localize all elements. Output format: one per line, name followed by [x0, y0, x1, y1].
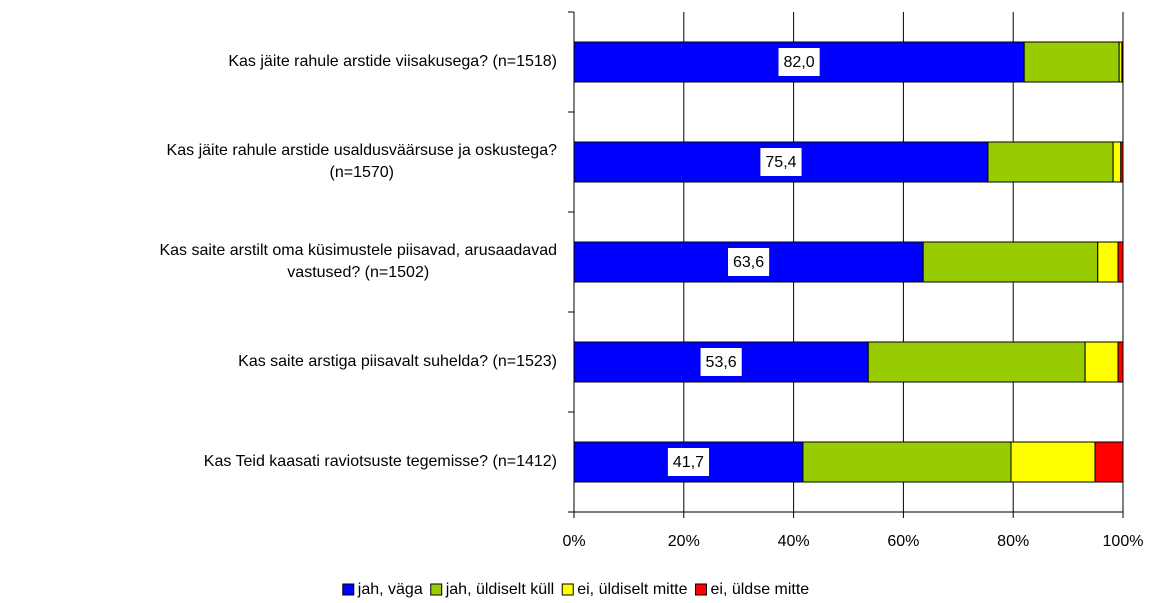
bar-segment: [1120, 141, 1124, 183]
data-label: 63,6: [733, 254, 764, 271]
x-tick-label: 80%: [997, 533, 1029, 550]
bar-segment: [1117, 341, 1124, 383]
legend-swatch: [561, 583, 574, 596]
category-label: Kas saite arstilt oma küsimustele piisav…: [159, 242, 557, 281]
bar-segment: [867, 341, 1086, 383]
category-label: Kas Teid kaasati raviotsuste tegemisse? …: [204, 453, 557, 470]
legend-swatch: [694, 583, 707, 596]
legend-label: jah, väga: [357, 581, 423, 598]
category-label-line: Kas saite arstilt oma küsimustele piisav…: [159, 242, 557, 259]
category-label-line: (n=1570): [330, 164, 395, 181]
category-label: Kas jäite rahule arstide viisakusega? (n…: [228, 53, 557, 70]
category-label: Kas saite arstiga piisavalt suhelda? (n=…: [238, 353, 557, 370]
bar-segment: [987, 141, 1114, 183]
x-tick-label: 60%: [887, 533, 919, 550]
bar-segment: [1010, 441, 1096, 483]
x-tick-label: 20%: [668, 533, 700, 550]
data-label-box: [700, 348, 742, 376]
data-label: 53,6: [706, 354, 737, 371]
bar-segment: [1121, 41, 1124, 83]
legend: jah, väga jah, üldiselt küll ei, üldiselt …: [342, 581, 809, 598]
x-tick-label: 0%: [562, 533, 585, 550]
bar-segment: [802, 441, 1012, 483]
category-label-line: Kas jäite rahule arstide viisakusega? (n…: [228, 53, 557, 70]
legend-swatch: [430, 583, 443, 596]
bar-segment: [1084, 341, 1119, 383]
data-label-box: [667, 448, 710, 476]
data-label-box: [778, 48, 820, 76]
legend-label: ei, üldse mitte: [710, 581, 809, 598]
bar-segment: [1112, 141, 1122, 183]
category-label-line: Kas saite arstiga piisavalt suhelda? (n=…: [238, 353, 557, 370]
x-tick-label: 100%: [1103, 533, 1144, 550]
x-tick-label: 40%: [778, 533, 810, 550]
legend-label: jah, üldiselt küll: [445, 581, 555, 598]
data-label: 82,0: [784, 54, 815, 71]
category-label-line: Kas jäite rahule arstide usaldusväärsuse…: [167, 142, 558, 159]
data-label: 75,4: [765, 154, 796, 171]
data-label-box: [728, 248, 770, 276]
bar-segment: [1117, 241, 1124, 283]
bar-segment: [922, 241, 1099, 283]
bar-segment: [1023, 41, 1120, 83]
data-label-box: [760, 148, 802, 176]
data-label: 41,7: [673, 454, 704, 471]
category-label: Kas jäite rahule arstide usaldusväärsuse…: [167, 142, 558, 181]
legend-label: ei, üldiselt mitte: [577, 581, 687, 598]
bar-segment: [1097, 241, 1119, 283]
legend-swatch: [342, 583, 355, 596]
bar-segment: [1094, 441, 1124, 483]
category-label-line: vastused? (n=1502): [287, 264, 429, 281]
category-label-line: Kas Teid kaasati raviotsuste tegemisse? …: [204, 453, 557, 470]
